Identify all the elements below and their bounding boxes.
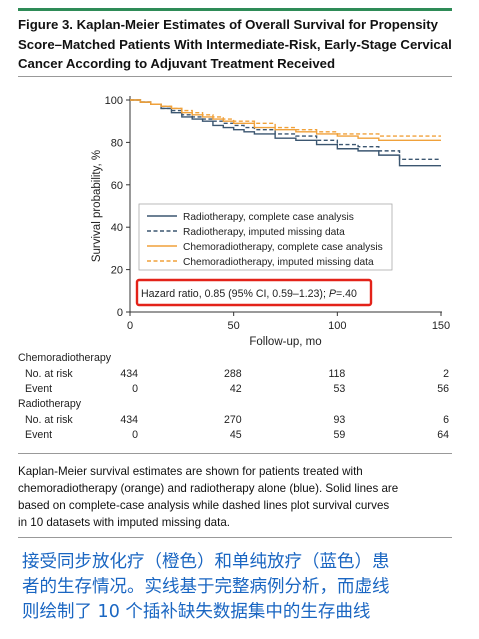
risk-table-row-label: No. at risk <box>25 414 73 426</box>
chinese-note-line: 者的生存情况。实线基于完整病例分析，而虚线 <box>22 577 390 597</box>
caption-line: in 10 datasets with imputed missing data… <box>18 516 231 529</box>
y-tick-label: 40 <box>111 222 123 234</box>
risk-table-group: Chemoradiotherapy <box>18 352 112 364</box>
risk-table-value: 288 <box>224 368 242 380</box>
risk-table-value: 434 <box>120 368 138 380</box>
figure-title: Figure 3. Kaplan-Meier Estimates of Over… <box>18 15 458 74</box>
risk-table-value: 45 <box>230 429 242 441</box>
legend-box <box>138 203 393 271</box>
survival-curve-4 <box>130 99 441 137</box>
x-axis-title: Follow-up, mo <box>249 336 321 348</box>
legend-label: Radiotherapy, complete case analysis <box>183 212 354 223</box>
title-divider <box>18 76 452 77</box>
y-tick-label: 20 <box>111 265 123 277</box>
y-tick-label: 80 <box>111 137 123 149</box>
legend-label: Chemoradiotherapy, imputed missing data <box>183 257 374 268</box>
risk-table-value: 42 <box>230 383 242 395</box>
caption-line: Kaplan-Meier survival estimates are show… <box>18 465 363 478</box>
y-tick-label: 100 <box>105 95 123 107</box>
caption-divider-top <box>18 453 452 454</box>
chinese-note-line: 则绘制了 10 个插补缺失数据集中的生存曲线 <box>22 602 371 622</box>
x-tick-label: 150 <box>432 320 450 332</box>
y-axis-title: Survival probability, % <box>91 150 103 262</box>
top-accent-bar <box>18 8 452 11</box>
survival-curve-2 <box>130 99 441 161</box>
hazard-ratio-text: Hazard ratio, 0.85 (95% CI, 0.59–1.23); … <box>141 288 357 300</box>
figure-title-line: Figure 3. Kaplan-Meier Estimates of Over… <box>18 17 438 32</box>
risk-table-value: 93 <box>334 414 346 426</box>
risk-table-row-label: Event <box>25 429 52 441</box>
hazard-ratio-box <box>135 278 373 307</box>
x-tick-label: 100 <box>328 320 346 332</box>
chinese-note-line: 接受同步放化疗（橙色）和单纯放疗（蓝色）患 <box>22 552 390 572</box>
risk-table-value: 118 <box>328 368 345 380</box>
risk-table-group: Radiotherapy <box>18 398 82 410</box>
x-tick-label: 50 <box>228 320 240 332</box>
risk-table-value: 0 <box>132 429 138 441</box>
risk-table-value: 270 <box>224 414 242 426</box>
risk-table-row-label: Event <box>25 383 52 395</box>
risk-table-value: 59 <box>334 429 346 441</box>
y-tick-label: 0 <box>117 307 123 319</box>
risk-table-value: 53 <box>334 383 346 395</box>
risk-table-value: 6 <box>443 414 449 426</box>
caption-line: based on complete-case analysis while da… <box>18 499 390 512</box>
risk-table-value: 0 <box>132 383 138 395</box>
risk-table-value: 2 <box>443 368 449 380</box>
caption-line: chemoradiotherapy (orange) and radiother… <box>18 482 399 495</box>
figure-title-line: Score–Matched Patients With Intermediate… <box>18 36 452 52</box>
survival-curve-1 <box>130 99 441 167</box>
y-tick-label: 60 <box>111 180 123 192</box>
legend-label: Radiotherapy, imputed missing data <box>183 227 345 238</box>
figure-title-line: Cancer According to Adjuvant Treatment R… <box>18 56 336 71</box>
figure-caption: Kaplan-Meier survival estimates are show… <box>18 463 456 531</box>
risk-table-row-label: No. at risk <box>25 368 73 380</box>
risk-table-value: 56 <box>437 383 449 395</box>
legend-label: Chemoradiotherapy, complete case analysi… <box>183 242 383 253</box>
caption-divider-bottom <box>18 537 452 538</box>
x-tick-label: 0 <box>127 320 133 332</box>
risk-table-value: 64 <box>437 429 449 441</box>
risk-table-value: 434 <box>120 414 138 426</box>
chinese-translation-note: 接受同步放化疗（橙色）和单纯放疗（蓝色）患 者的生存情况。实线基于完整病例分析，… <box>22 550 472 625</box>
